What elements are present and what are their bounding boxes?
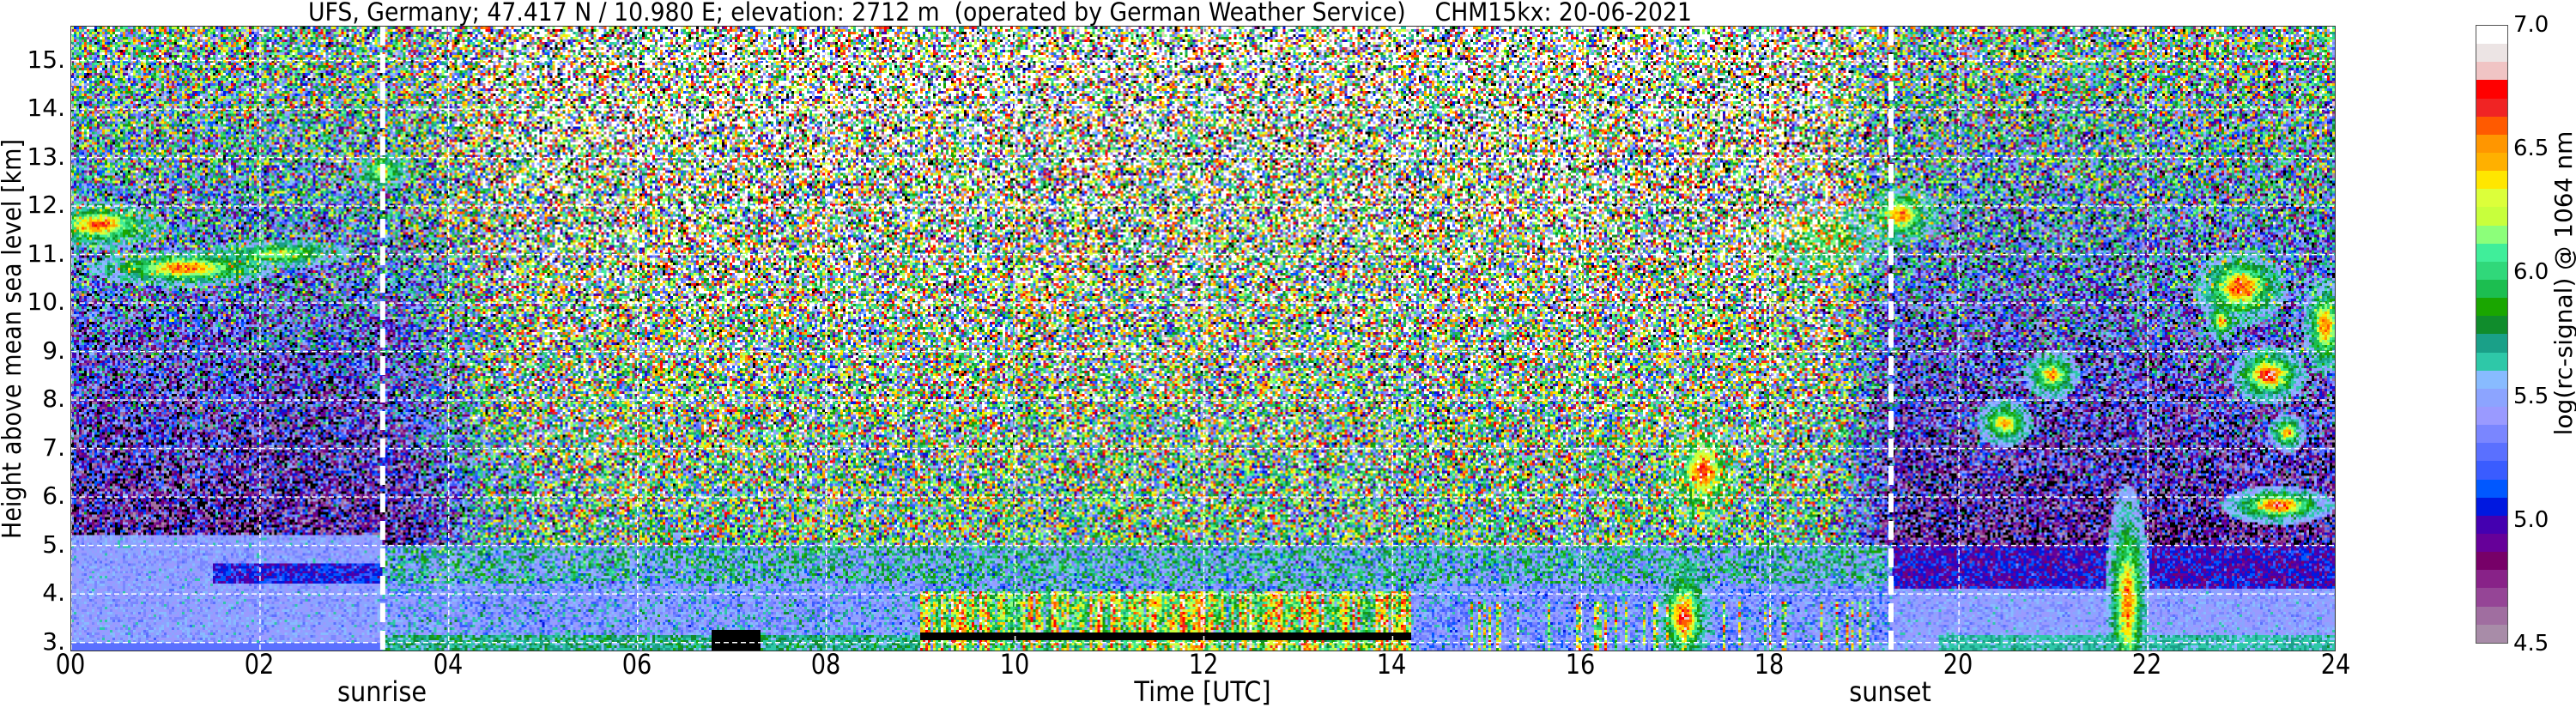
y-tick-label: 4. <box>42 578 65 608</box>
colorbar-level <box>2476 44 2507 63</box>
x-tick-label: 06 <box>621 648 652 681</box>
y-tick-label: 8. <box>42 384 65 414</box>
colorbar-level <box>2476 515 2507 534</box>
x-tick-label: 10 <box>999 648 1029 681</box>
x-tick-label: 08 <box>810 648 840 681</box>
colorbar-tick-label: 4.5 <box>2513 631 2549 657</box>
colorbar-level <box>2476 316 2507 335</box>
colorbar-level <box>2476 207 2507 226</box>
sunset-label: sunset <box>1849 675 1931 708</box>
colorbar-tick-label: 5.0 <box>2513 506 2549 533</box>
colorbar-level <box>2476 497 2507 516</box>
y-tick-label: 10. <box>27 287 65 317</box>
colorbar-level <box>2476 443 2507 462</box>
y-tick-label: 13. <box>27 142 65 171</box>
colorbar-level <box>2476 334 2507 353</box>
colorbar-level <box>2476 80 2507 99</box>
colorbar-level <box>2476 279 2507 299</box>
colorbar-level <box>2476 62 2507 81</box>
x-tick-label: 00 <box>55 648 86 681</box>
colorbar-level <box>2476 479 2507 498</box>
y-tick-label: 11. <box>27 239 65 268</box>
colorbar-level <box>2476 171 2507 190</box>
colorbar-tick-label: 7.0 <box>2513 12 2549 38</box>
colorbar-level <box>2476 370 2507 389</box>
y-tick-label: 9. <box>42 336 65 365</box>
y-tick-label: 12. <box>27 191 65 220</box>
y-tick-label: 3. <box>42 626 65 656</box>
x-axis-label: Time [UTC] <box>1134 675 1271 708</box>
colorbar-level <box>2476 243 2507 262</box>
colorbar-level <box>2476 406 2507 426</box>
x-tick-label: 20 <box>1943 648 1973 681</box>
colorbar-level <box>2476 298 2507 317</box>
colorbar-level <box>2476 624 2507 643</box>
colorbar-tick-label: 5.5 <box>2513 383 2549 409</box>
colorbar-tick-label: 6.5 <box>2513 136 2549 162</box>
x-tick-label: 04 <box>433 648 464 681</box>
colorbar-level <box>2476 26 2507 45</box>
y-tick-label: 5. <box>42 529 65 559</box>
x-tick-label: 12 <box>1188 648 1218 681</box>
y-tick-label: 6. <box>42 481 65 511</box>
colorbar-level <box>2476 152 2507 172</box>
colorbar-level <box>2476 189 2507 208</box>
colorbar-level <box>2476 134 2507 153</box>
colorbar-level <box>2476 388 2507 407</box>
y-tick-label: 15. <box>27 45 65 74</box>
colorbar-level <box>2476 261 2507 280</box>
colorbar <box>2476 25 2508 644</box>
colorbar-level <box>2476 225 2507 244</box>
x-tick-label: 18 <box>1754 648 1785 681</box>
grid-overlay <box>71 27 2335 651</box>
plot-area <box>70 26 2336 651</box>
colorbar-level <box>2476 425 2507 444</box>
colorbar-level <box>2476 533 2507 553</box>
colorbar-tick-label: 6.0 <box>2513 259 2549 286</box>
colorbar-level <box>2476 588 2507 607</box>
x-tick-label: 02 <box>244 648 275 681</box>
colorbar-level <box>2476 116 2507 135</box>
sunrise-label: sunrise <box>336 675 427 708</box>
colorbar-level <box>2476 570 2507 589</box>
colorbar-level <box>2476 352 2507 371</box>
colorbar-level <box>2476 461 2507 480</box>
colorbar-label: log(rc-signal) @ 1064 nm <box>2549 130 2576 436</box>
colorbar-level <box>2476 552 2507 571</box>
x-tick-label: 16 <box>1566 648 1596 681</box>
y-tick-label: 7. <box>42 433 65 462</box>
x-tick-label: 22 <box>2131 648 2162 681</box>
chart-title: UFS, Germany; 47.417 N / 10.980 E; eleva… <box>308 0 1692 27</box>
y-axis-label: Height above mean sea level [km] <box>0 139 27 539</box>
x-tick-label: 24 <box>2320 648 2351 681</box>
colorbar-level <box>2476 606 2507 625</box>
y-tick-label: 14. <box>27 94 65 123</box>
x-tick-label: 14 <box>1377 648 1407 681</box>
colorbar-level <box>2476 98 2507 117</box>
